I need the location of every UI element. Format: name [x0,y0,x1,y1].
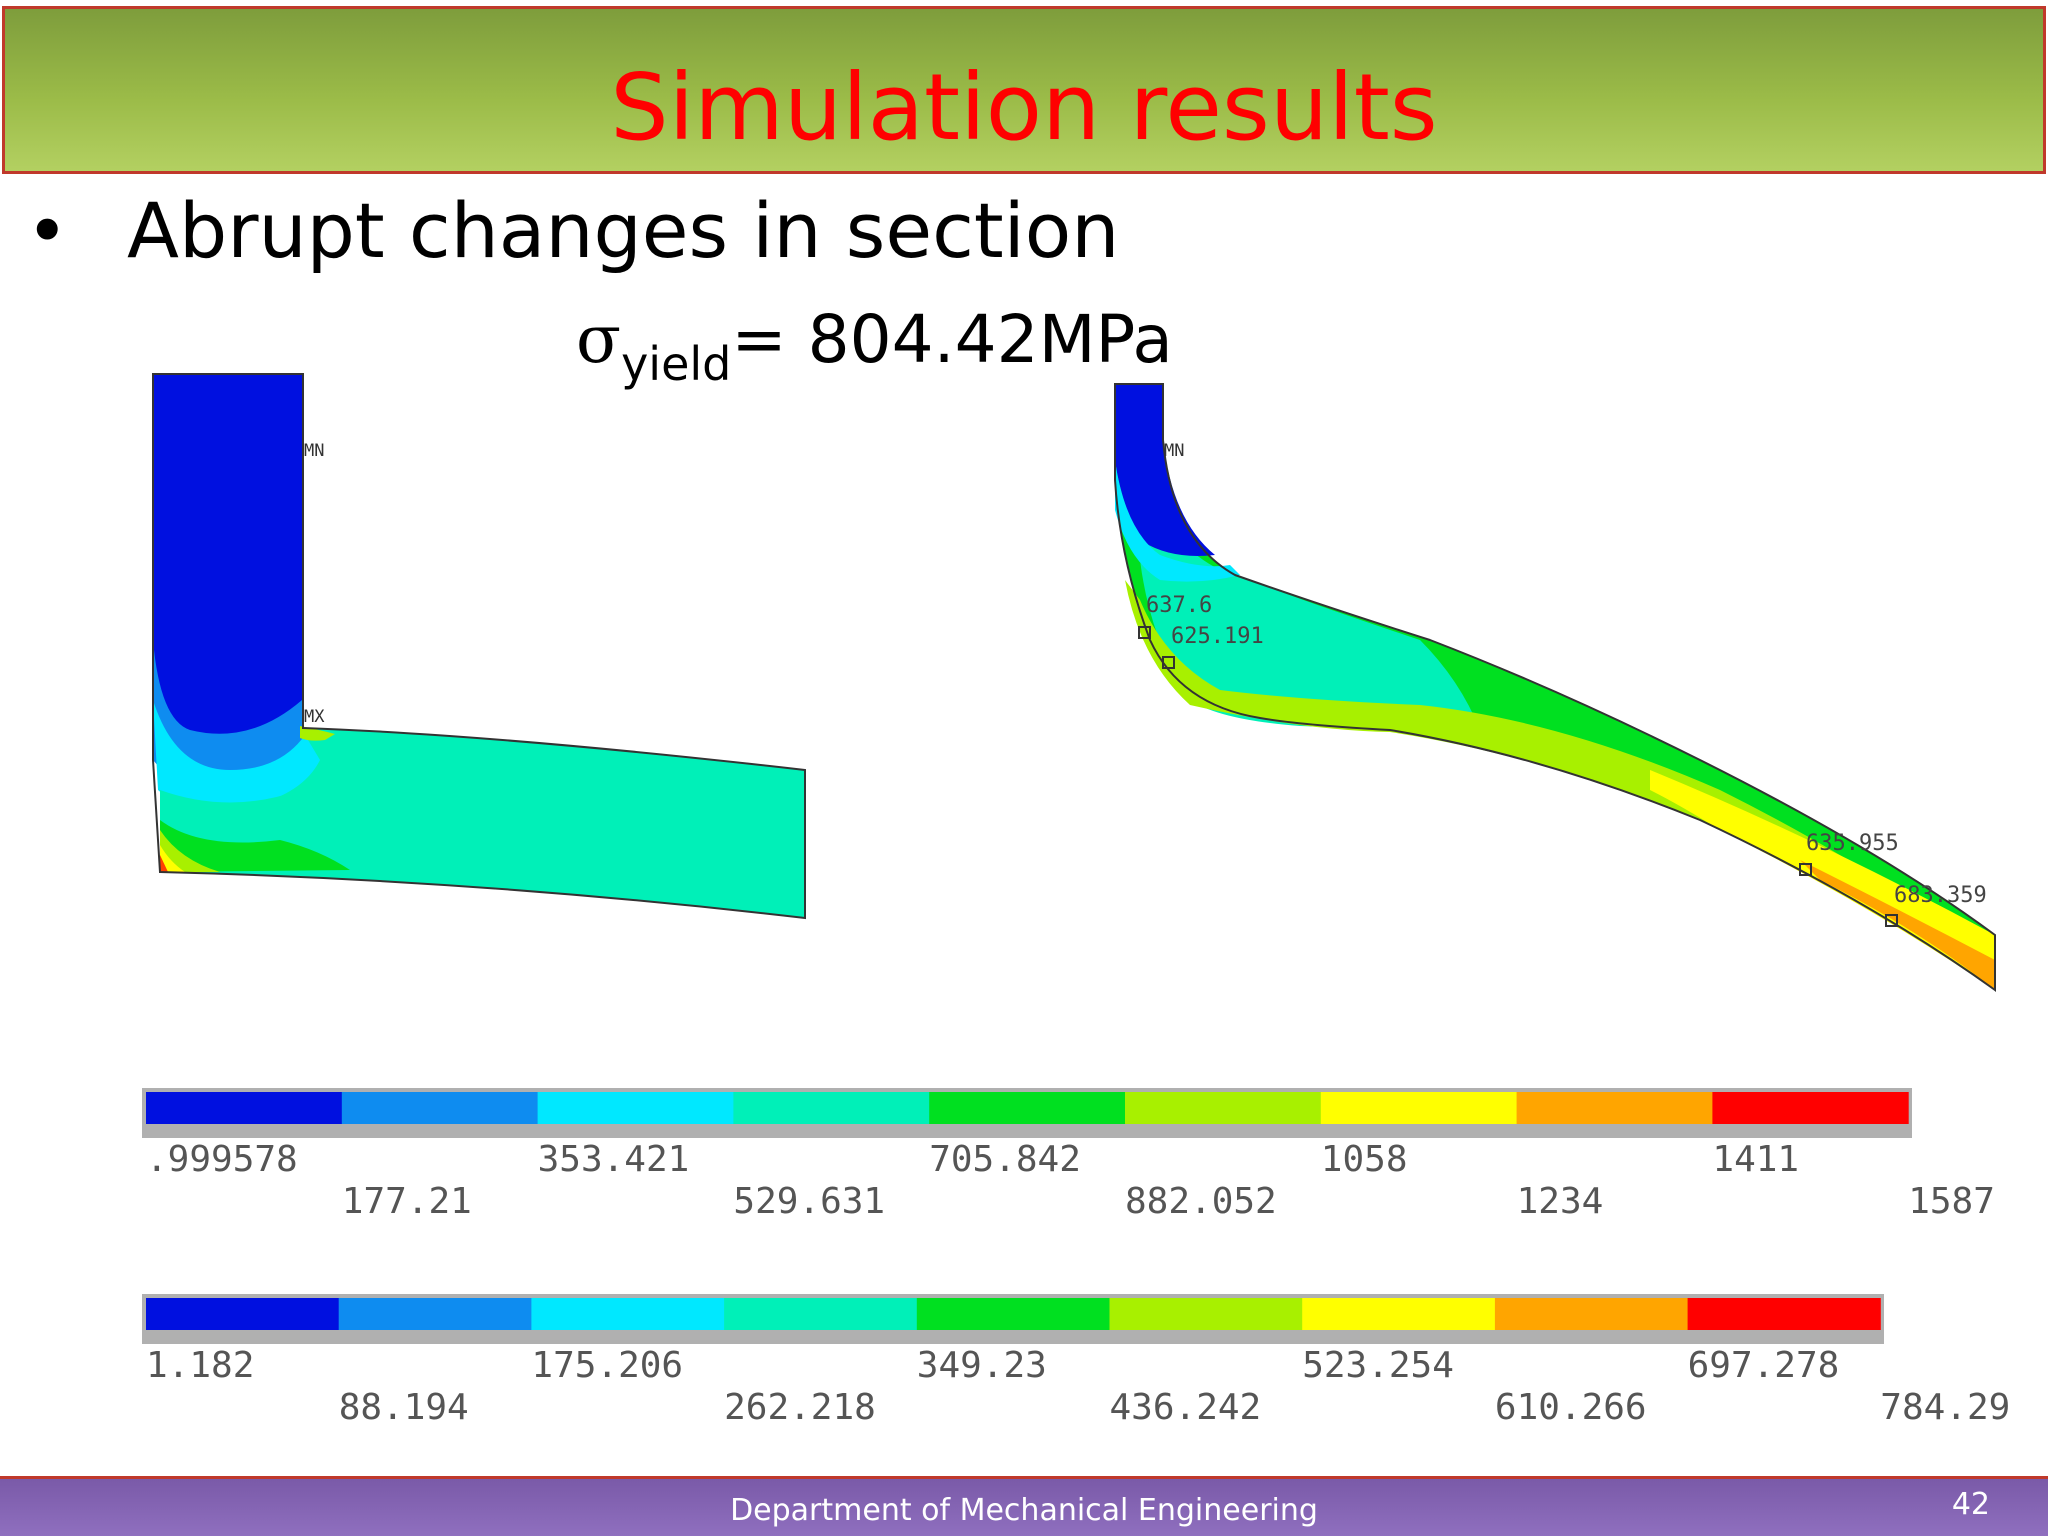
legend-top-lower-label: 1234 [1516,1181,1604,1222]
legend-bottom-lower-label: 262.218 [724,1387,876,1428]
legend-bottom-upper-label: 1.182 [146,1345,255,1386]
legend-bottom-swatch [724,1298,918,1330]
sigma-value: = 804.42MPa [731,301,1173,378]
left-horizontal-arm [160,728,805,918]
bullet-text: Abrupt changes in section [127,186,1120,275]
right-value-label-1: 637.6 [1146,593,1212,618]
legend-bottom-bar [142,1294,1884,1344]
legend-top-upper-label: .999578 [146,1139,298,1180]
legend-top-lower-label: 177.21 [341,1181,472,1222]
legend-top-upper-label: 705.842 [929,1139,1081,1180]
right-mn-label: MN [1164,441,1184,461]
legend-top-swatch [1320,1092,1518,1124]
footer-bar: Department of Mechanical Engineering 42 [0,1476,2048,1536]
legend-top-swatch [733,1092,930,1124]
title-bar: Simulation results [2,6,2046,174]
legend-top-swatch [1712,1092,1909,1124]
legend-bottom-swatch [1494,1298,1689,1330]
legend-bottom-lower-label: 784.29 [1880,1387,2011,1428]
page-number: 42 [1951,1487,1990,1522]
legend-bottom-swatch [338,1298,532,1330]
legend-top-swatch [929,1092,1126,1124]
legend-top-upper-label: 353.421 [537,1139,690,1180]
right-value-label-4: 683.359 [1894,883,1987,908]
right-value-label-2: 625.191 [1171,624,1264,649]
legend-top-upper-label: 1411 [1712,1139,1800,1180]
right-stress-plot: MN 637.6 625.191 635.955 683.359 [1114,383,1996,992]
right-value-label-3: 635.955 [1806,831,1899,856]
legend-top-bar [142,1088,1912,1138]
sigma-symbol: σ [576,301,622,378]
sigma-subscript: yield [621,337,732,391]
legend-top-swatch [341,1092,539,1124]
left-vertical-column [153,374,303,754]
legend-top-swatch [1516,1092,1713,1124]
legend-bottom-upper-label: 523.254 [1302,1345,1454,1386]
legend-bottom-upper-label: 175.206 [531,1345,684,1386]
legend-bottom-lower-label: 88.194 [338,1387,469,1428]
left-mn-label: MN [304,441,324,461]
legend-top-lower-label: 529.631 [733,1181,886,1222]
legend-top-upper-label: 1058 [1320,1139,1408,1180]
footer-text: Department of Mechanical Engineering [730,1493,1318,1528]
legend-top-swatch [537,1092,734,1124]
legend-bottom-swatch [1109,1298,1303,1330]
slide-title: Simulation results [610,54,1438,161]
legend-bottom-lower-label: 436.242 [1109,1387,1262,1428]
legend-bottom-swatch [1687,1298,1881,1330]
yield-stress-label: σyield= 804.42MPa [576,300,1173,404]
bullet-marker: • [26,189,69,273]
legend-bottom-swatch [916,1298,1110,1330]
legend-bottom-swatch [146,1298,340,1330]
legend-bottom-upper-label: 697.278 [1687,1345,1840,1386]
left-stress-plot: MN MX [152,373,806,920]
legend-bottom-upper-label: 349.23 [916,1345,1047,1386]
legend-top-lower-label: 1587 [1908,1181,1995,1222]
legend-top-swatch [1125,1092,1322,1124]
left-mx-label: MX [304,707,325,727]
legend-top-swatch [146,1092,343,1124]
legend-bottom-swatch [1302,1298,1496,1330]
legend-top-lower-label: 882.052 [1125,1181,1277,1222]
legend-bottom-lower-label: 610.266 [1494,1387,1647,1428]
legend-bottom-swatch [531,1298,725,1330]
